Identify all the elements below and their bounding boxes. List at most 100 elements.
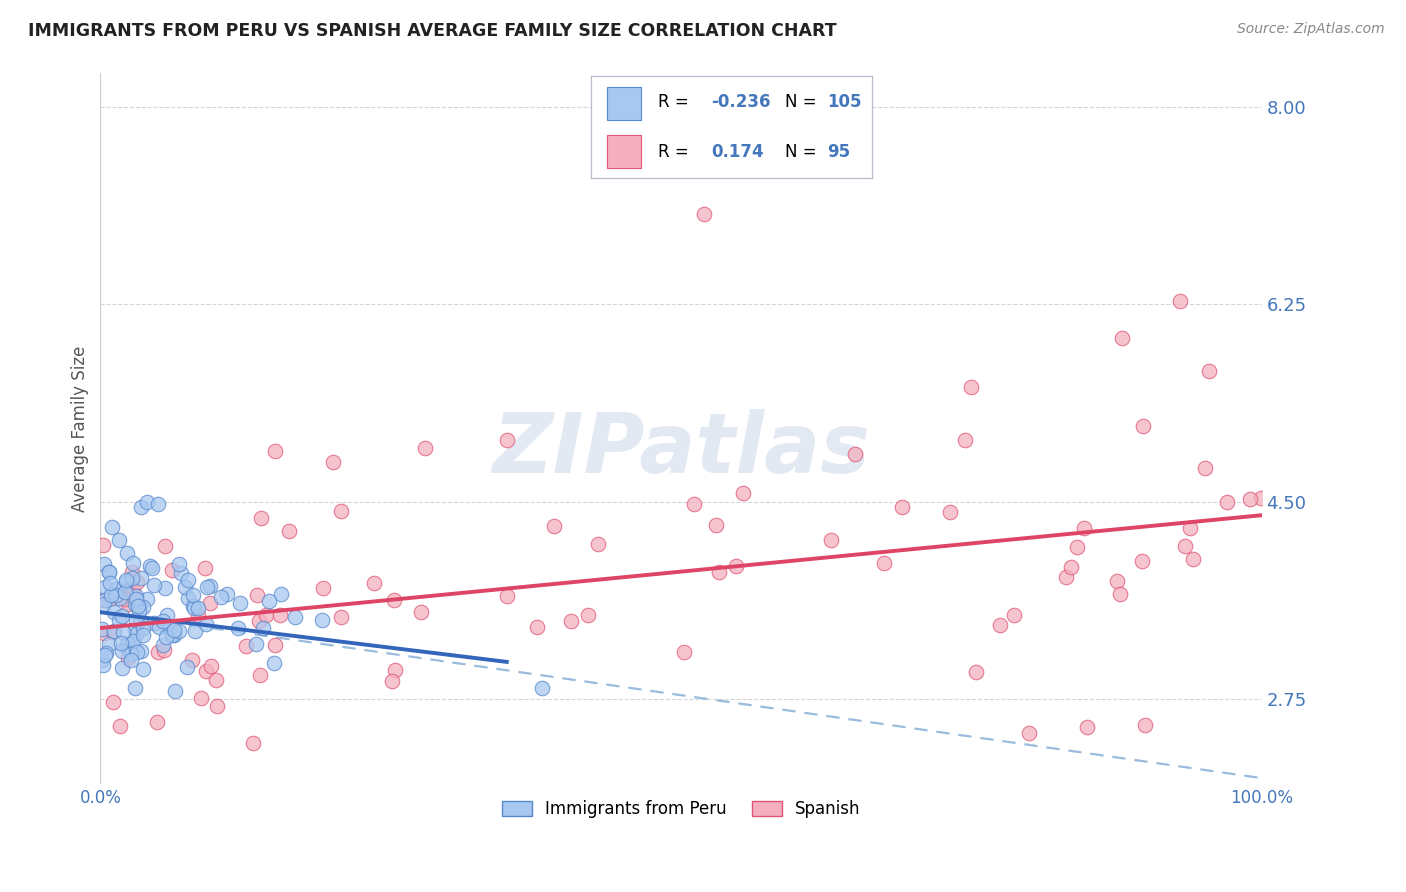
Point: [122, 641, 145, 656]
Point: [103, 605, 125, 619]
Point: [117, 651, 139, 665]
Point: [124, 623, 146, 637]
Point: [330, 504, 353, 518]
Point: [1059, 560, 1081, 574]
Point: [121, 571, 143, 585]
Point: [257, 594, 280, 608]
Point: [228, 596, 250, 610]
Point: [167, 558, 190, 572]
Point: [114, 574, 136, 589]
Point: [93, 593, 115, 607]
Point: [108, 591, 131, 605]
Point: [183, 601, 205, 615]
Point: [1066, 540, 1088, 554]
Point: [155, 630, 177, 644]
Point: [118, 582, 141, 597]
Point: [108, 614, 131, 628]
Point: [129, 500, 152, 515]
Point: [124, 598, 146, 612]
Point: [1135, 718, 1157, 732]
Point: [269, 608, 291, 623]
Point: [1109, 587, 1132, 601]
Point: [187, 608, 209, 623]
Point: [363, 576, 385, 591]
Point: [91, 538, 114, 552]
Point: [1250, 491, 1272, 505]
Point: [125, 626, 148, 640]
Point: [278, 524, 301, 538]
Point: [124, 681, 146, 695]
Point: [965, 665, 987, 680]
Point: [820, 533, 842, 547]
Point: [97, 565, 120, 579]
Point: [121, 647, 143, 661]
Point: [111, 609, 134, 624]
Point: [384, 663, 406, 677]
Point: [104, 588, 127, 602]
Point: [252, 621, 274, 635]
Legend: Immigrants from Peru, Spanish: Immigrants from Peru, Spanish: [495, 794, 868, 825]
Point: [184, 624, 207, 638]
Text: 95: 95: [827, 143, 849, 161]
Point: [132, 621, 155, 635]
Point: [1130, 554, 1153, 568]
Point: [872, 557, 894, 571]
Point: [170, 566, 193, 580]
Point: [247, 614, 270, 628]
Point: [93, 648, 115, 663]
Point: [117, 597, 139, 611]
Point: [156, 608, 179, 623]
Point: [1215, 494, 1237, 508]
Point: [311, 613, 333, 627]
Point: [94, 580, 117, 594]
Point: [115, 573, 138, 587]
Point: [90, 622, 112, 636]
Point: [146, 644, 169, 658]
Point: [93, 626, 115, 640]
Point: [526, 620, 548, 634]
Point: [249, 510, 271, 524]
Point: [121, 556, 143, 570]
Point: [960, 379, 983, 393]
Point: [1002, 608, 1025, 623]
Point: [117, 546, 139, 560]
Point: [146, 715, 169, 730]
Point: [1178, 521, 1201, 535]
Point: [733, 486, 755, 500]
Point: [939, 505, 962, 519]
Point: [128, 604, 150, 618]
Point: [121, 634, 143, 648]
Point: [235, 639, 257, 653]
Point: [127, 599, 149, 614]
Point: [246, 588, 269, 602]
Point: [101, 624, 124, 639]
Point: [132, 662, 155, 676]
Point: [177, 573, 200, 587]
Point: [254, 607, 277, 622]
Point: [988, 618, 1011, 632]
Point: [200, 659, 222, 673]
Point: [97, 565, 120, 579]
Point: [98, 576, 121, 591]
Point: [142, 615, 165, 630]
Point: [91, 658, 114, 673]
Point: [121, 583, 143, 598]
Point: [155, 619, 177, 633]
Point: [163, 684, 186, 698]
Point: [101, 696, 124, 710]
Point: [135, 592, 157, 607]
Point: [112, 624, 135, 639]
Point: [125, 589, 148, 603]
Point: [209, 591, 232, 605]
Point: [284, 609, 307, 624]
Point: [683, 497, 706, 511]
Point: [153, 581, 176, 595]
Point: [104, 582, 127, 596]
Point: [162, 563, 184, 577]
Point: [177, 591, 200, 606]
Point: [128, 613, 150, 627]
Point: [167, 624, 190, 639]
Point: [148, 497, 170, 511]
Point: [117, 642, 139, 657]
Point: [90, 653, 112, 667]
